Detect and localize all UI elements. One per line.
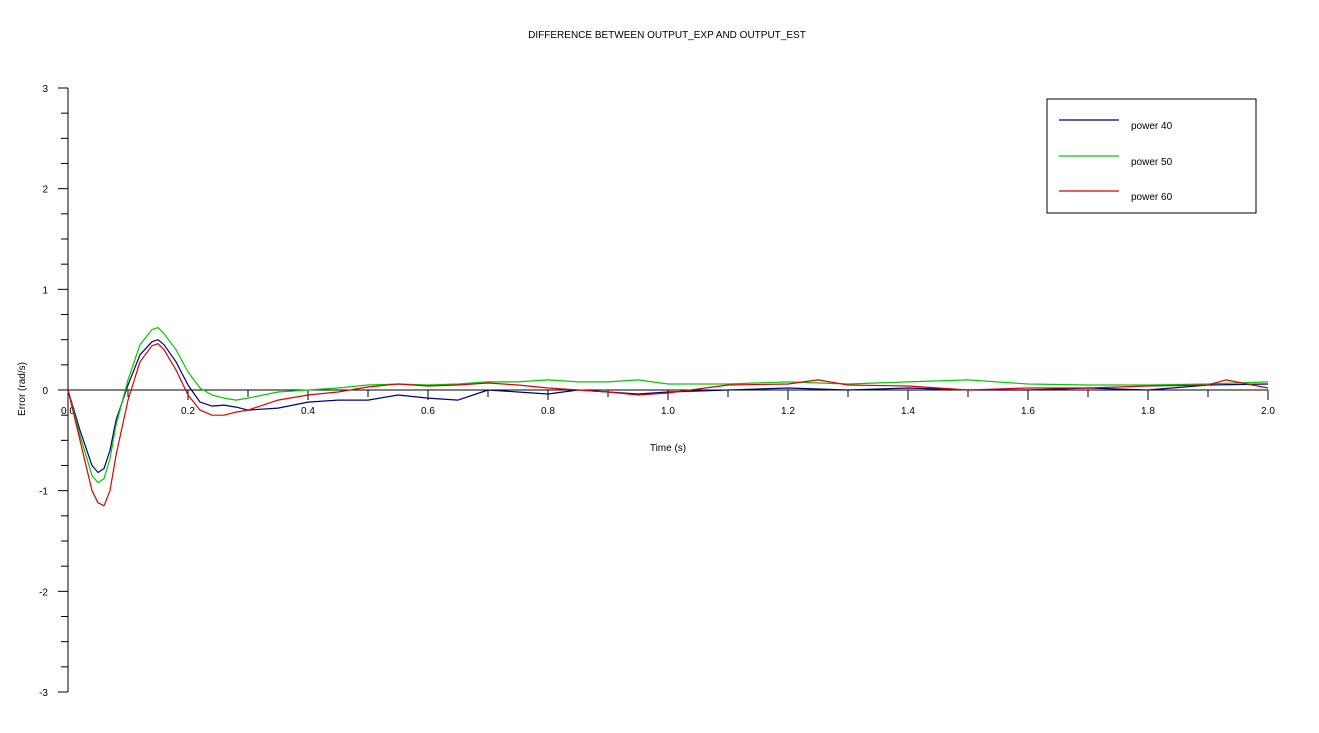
x-tick-label: 1.2 [781, 406, 795, 417]
x-tick-label: 1.8 [1141, 406, 1155, 417]
chart-title: DIFFERENCE BETWEEN OUTPUT_EXP AND OUTPUT… [528, 30, 806, 41]
legend-label: power 50 [1131, 157, 1173, 168]
series-line-1 [67, 339, 1269, 474]
x-tick-label: 1.6 [1021, 406, 1035, 417]
x-tick-label: 2.0 [1261, 406, 1275, 417]
y-tick-label: 0 [42, 386, 48, 397]
legend-label: power 40 [1131, 121, 1173, 132]
x-tick-label: 1.4 [901, 406, 915, 417]
series-line-2 [67, 327, 1269, 484]
x-tick-label: 0.2 [181, 406, 195, 417]
series-line-3 [67, 343, 1269, 507]
y-tick-label: 1 [42, 285, 48, 296]
y-axis-label: Error (rad/s) [17, 362, 28, 416]
legend: power 40 power 50 power 60 [1046, 98, 1257, 214]
y-tick-label: -3 [39, 688, 48, 699]
series-layer [67, 327, 1269, 507]
y-tick-label: 3 [42, 84, 48, 95]
y-tick-label: 2 [42, 185, 48, 196]
y-tick-label: -1 [39, 487, 48, 498]
axes-layer: 3 2 1 0 -1 -2 -3 0.0 0.2 0.4 0.6 0.8 1.0 1.2 1.4 1.6 1.8… [39, 84, 1275, 699]
x-tick-label: 0.0 [61, 406, 75, 417]
x-tick-label: 0.8 [541, 406, 555, 417]
x-tick-label: 0.4 [301, 406, 315, 417]
legend-label: power 60 [1131, 192, 1173, 203]
y-tick-label: -2 [39, 587, 48, 598]
x-tick-label: 1.0 [661, 406, 675, 417]
x-tick-label: 0.6 [421, 406, 435, 417]
x-axis-label: Time (s) [650, 443, 686, 454]
